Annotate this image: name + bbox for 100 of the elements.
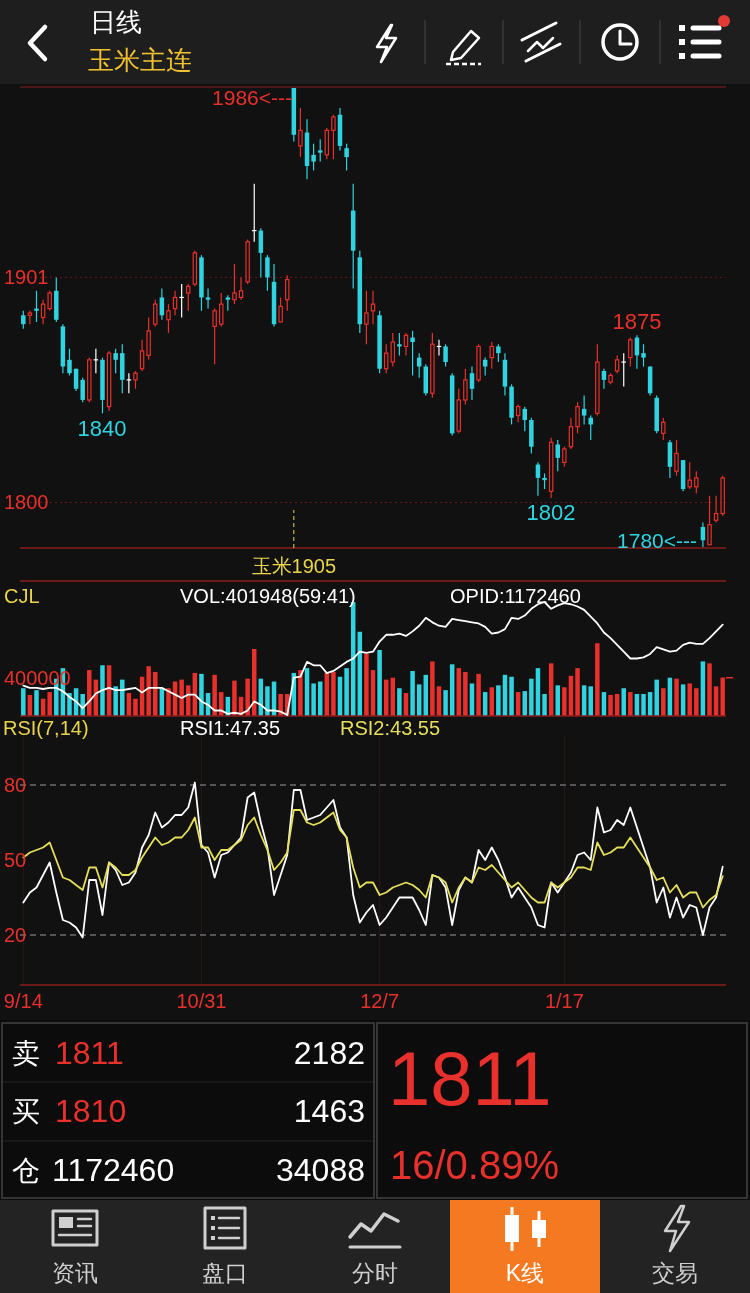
candlestick — [370, 290, 376, 325]
annotation: 1840 — [77, 415, 127, 441]
text: 1811 — [55, 1035, 124, 1071]
bar — [212, 674, 217, 716]
bar — [687, 683, 692, 716]
bar — [34, 690, 39, 716]
candlestick — [113, 348, 118, 374]
bar — [166, 688, 171, 716]
bar — [298, 670, 303, 716]
candlestick — [403, 332, 409, 356]
text: 买 — [12, 1095, 40, 1127]
annotation: 1986<--- — [212, 85, 292, 109]
annotation: 1875 — [612, 308, 662, 334]
bar — [720, 677, 725, 716]
bar — [278, 693, 283, 716]
bar — [641, 693, 646, 716]
bar — [344, 668, 349, 716]
annotation: VOL:401948(59:41) — [180, 585, 356, 607]
series-label: OPID:1172460 — [450, 585, 581, 607]
x-tick-label: 10/31 — [176, 990, 227, 1012]
text: 资讯 — [52, 1260, 98, 1286]
bar — [67, 693, 72, 716]
candlestick — [469, 365, 475, 401]
bar — [331, 671, 336, 716]
bar — [100, 665, 105, 716]
bar — [430, 661, 435, 716]
text: 仓 — [12, 1154, 40, 1186]
bar — [146, 666, 151, 716]
bar — [654, 679, 659, 716]
text: 1811 — [388, 1035, 552, 1121]
text: 交易 — [652, 1260, 698, 1286]
bar — [509, 676, 514, 716]
y-tick-label: 1800 — [4, 491, 49, 514]
bar — [575, 668, 580, 716]
candlestick — [80, 377, 85, 403]
bar — [463, 671, 468, 716]
candlestick — [172, 290, 178, 316]
bar — [377, 649, 382, 716]
x-tick-label: 9/14 — [3, 990, 43, 1012]
bar — [364, 653, 369, 716]
chart-subtitle: 玉米主连 — [88, 45, 192, 75]
bar — [133, 698, 138, 716]
text: 1810 — [55, 1093, 127, 1129]
candlestick — [159, 287, 165, 321]
candlestick — [364, 290, 369, 345]
text: 1463 — [293, 1093, 365, 1129]
text: 1172460 — [52, 1152, 175, 1188]
bar — [595, 643, 600, 716]
candlestick — [601, 368, 607, 390]
x-tick-label: 1/17 — [544, 990, 584, 1012]
text: 盘口 — [202, 1260, 248, 1286]
bar — [608, 694, 613, 716]
text: 34088 — [276, 1152, 365, 1188]
bar — [621, 688, 626, 716]
candlestick — [265, 254, 270, 292]
bar — [179, 679, 184, 716]
chart-title: CJL — [4, 585, 40, 607]
candlestick — [581, 394, 587, 426]
text: 2182 — [293, 1035, 365, 1071]
chart-title: RSI(7,14) — [3, 717, 89, 739]
bar — [542, 693, 547, 716]
candlestick — [410, 330, 415, 377]
candlestick — [34, 290, 39, 323]
text: RSI1:47.35 — [180, 717, 281, 739]
candlestick — [641, 343, 646, 368]
bar — [199, 673, 204, 716]
bar — [232, 680, 237, 716]
bar — [153, 671, 158, 716]
candlestick — [139, 339, 145, 372]
candlestick — [106, 350, 112, 412]
text: 卖 — [12, 1037, 40, 1069]
bar — [661, 688, 666, 716]
bar — [410, 671, 415, 716]
bar — [529, 678, 534, 716]
text: RSI2:43.55 — [340, 717, 441, 739]
candlestick — [205, 287, 211, 310]
y-tick-label: 50 — [4, 849, 27, 871]
annotation: 1802 — [526, 499, 576, 525]
candlestick — [588, 414, 593, 441]
bar — [588, 686, 593, 716]
text: K线 — [505, 1260, 545, 1286]
candlestick — [548, 437, 554, 499]
bar — [120, 679, 125, 716]
candlestick — [344, 143, 349, 172]
bar — [113, 686, 118, 716]
bar — [311, 683, 316, 716]
x-tick-label: 玉米1905 — [251, 555, 337, 577]
bar — [628, 692, 633, 716]
candlestick — [317, 138, 323, 163]
candlestick — [67, 348, 72, 377]
chart-title: 日线 — [90, 7, 142, 37]
bar — [397, 688, 402, 716]
candlestick — [397, 332, 402, 356]
bar — [245, 678, 250, 716]
candlestick — [416, 352, 422, 379]
bar — [21, 688, 26, 716]
text: 16/0.89% — [390, 1143, 560, 1187]
bar — [496, 685, 501, 716]
candlestick — [443, 343, 448, 368]
candlestick — [568, 417, 574, 450]
